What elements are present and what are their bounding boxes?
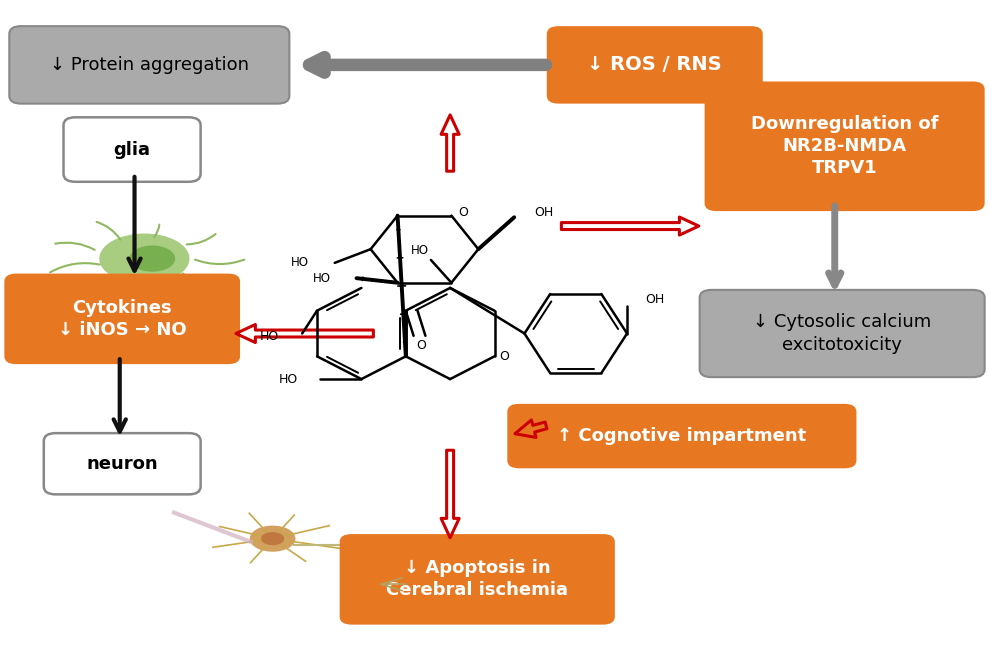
Text: HO: HO [279,373,299,386]
Text: ↓ Cytosolic calcium
excitotoxicity: ↓ Cytosolic calcium excitotoxicity [753,313,932,354]
Text: OH: OH [645,293,664,306]
Ellipse shape [262,533,284,545]
Text: Cytokines
↓ iNOS → NO: Cytokines ↓ iNOS → NO [58,299,187,339]
Text: OH: OH [534,205,553,218]
Ellipse shape [131,247,174,271]
Text: O: O [458,206,468,219]
Text: neuron: neuron [86,455,158,473]
Text: HO: HO [313,271,331,284]
Ellipse shape [100,234,189,283]
FancyBboxPatch shape [507,404,856,468]
FancyBboxPatch shape [704,82,985,211]
Text: HO: HO [260,330,279,343]
Text: Downregulation of
NR2B-NMDA
TRPV1: Downregulation of NR2B-NMDA TRPV1 [751,115,939,177]
FancyBboxPatch shape [9,26,290,103]
Text: O: O [499,350,509,363]
Ellipse shape [250,526,295,551]
FancyBboxPatch shape [699,290,985,377]
Text: ↓ Protein aggregation: ↓ Protein aggregation [49,56,249,74]
Text: glia: glia [114,141,150,158]
Text: HO: HO [410,244,429,256]
Text: ↓ ROS / RNS: ↓ ROS / RNS [587,56,722,75]
FancyBboxPatch shape [339,534,615,625]
Text: O: O [416,339,426,352]
Text: HO: HO [291,256,310,269]
FancyBboxPatch shape [44,433,201,494]
FancyBboxPatch shape [547,26,763,103]
Text: ↑ Cognotive impartment: ↑ Cognotive impartment [557,427,806,445]
Text: ↓ Apoptosis in
Cerebral ischemia: ↓ Apoptosis in Cerebral ischemia [387,559,569,600]
FancyBboxPatch shape [63,117,201,182]
FancyBboxPatch shape [4,273,240,364]
